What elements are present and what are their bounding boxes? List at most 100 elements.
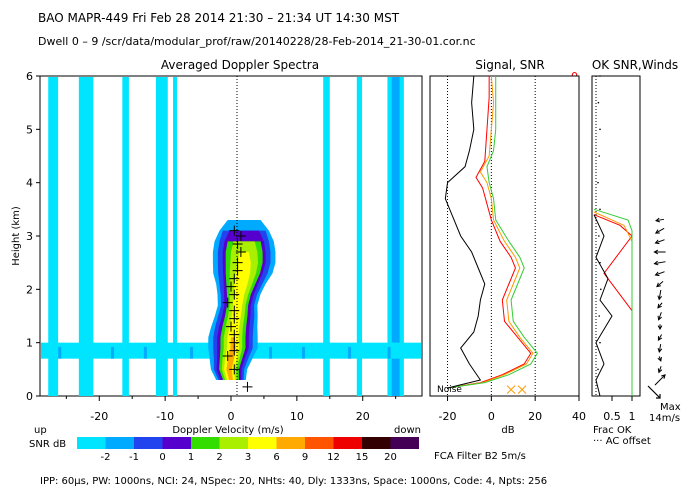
signal-x-marker <box>517 385 527 394</box>
wind-arrow <box>655 227 665 234</box>
colorbar-swatch <box>276 437 305 449</box>
signal-series-1 <box>447 75 534 389</box>
y-tick-label: 6 <box>26 70 33 83</box>
clutter-speck <box>387 346 391 359</box>
spectra-xlabel: Doppler Velocity (m/s) <box>172 425 283 436</box>
y-tick-label: 2 <box>26 283 33 296</box>
signal-x-tick-label: -20 <box>439 410 457 423</box>
wind-arrowhead <box>657 303 662 309</box>
wind-arrowhead <box>657 347 663 353</box>
y-tick-label: 0 <box>26 390 33 403</box>
moment-marker <box>229 364 240 375</box>
colorbar-tick-label: 6 <box>273 452 279 463</box>
wind-arrowhead <box>656 282 661 288</box>
wind-arrowhead <box>653 249 659 255</box>
spectra-panel: 0 1 2 3 4 5 6 -20 -10 0 10 20 Height (km) Doppler V… <box>11 70 423 436</box>
spectral-stripe <box>48 77 59 396</box>
colorbar-swatch <box>105 437 134 449</box>
moment-marker <box>232 257 243 268</box>
wind-arrowhead <box>657 325 663 331</box>
wind-arrow <box>658 312 662 320</box>
filter-label: FCA Filter B2 5m/s <box>434 451 526 462</box>
spectral-stripe <box>78 77 94 396</box>
colorbar-swatch <box>362 437 391 449</box>
colorbar-tick-label: 3 <box>245 452 251 463</box>
wind-arrowhead <box>657 315 662 321</box>
moment-marker <box>242 381 253 392</box>
ok-xlabel: Frac OK <box>593 425 632 436</box>
wind-scale-label-max: Max <box>660 402 681 413</box>
y-tick-label: 5 <box>26 123 33 136</box>
colorbar-swatch <box>390 437 419 449</box>
wind-arrow <box>655 218 665 222</box>
spectra-ylabel: Height (km) <box>11 206 22 266</box>
moment-marker <box>229 273 240 284</box>
colorbar-swatch <box>134 437 163 449</box>
ac-offset-dot <box>597 181 599 184</box>
colorbar-swatch <box>162 437 191 449</box>
moment-marker <box>229 329 240 340</box>
spectral-stripe <box>391 77 400 396</box>
spectra-axes: 0 1 2 3 4 5 6 -20 -10 0 10 20 <box>26 70 397 423</box>
clutter-speck <box>301 346 305 359</box>
header-title: BAO MAPR-449 Fri Feb 28 2014 21:30 – 21:… <box>38 11 400 25</box>
clutter-speck <box>348 346 352 359</box>
signal-series-2 <box>447 76 538 389</box>
moment-marker <box>222 351 233 361</box>
moment-marker <box>235 231 246 241</box>
ac-offset-dot <box>600 288 602 291</box>
wind-arrowhead <box>653 260 659 266</box>
spectral-stripe <box>122 77 129 396</box>
wind-arrow <box>655 239 665 244</box>
colorbar-tick-label: 12 <box>327 452 340 463</box>
spectral-stripe <box>155 77 168 396</box>
moment-marker <box>226 281 236 292</box>
wind-arrowhead <box>657 368 663 374</box>
wind-scale: Max 14m/s <box>647 385 681 424</box>
signal-x-tick-label: 0 <box>488 410 495 423</box>
x-tick-label: -10 <box>156 410 174 423</box>
y-tick-label: 4 <box>26 177 33 190</box>
colorbar-title: SNR dB <box>29 439 66 450</box>
ok-axes: 0.5 1 <box>603 396 636 423</box>
wind-arrow <box>658 289 662 300</box>
wind-arrowhead <box>654 229 660 234</box>
spectral-stripe <box>323 77 330 396</box>
echo-contour-level-7 <box>226 337 236 380</box>
spectra-title: Averaged Doppler Spectra <box>161 58 319 72</box>
wind-scale-arrow <box>647 385 661 399</box>
ok-series-green <box>593 208 633 396</box>
y-tick-label: 3 <box>26 230 33 243</box>
wind-arrowhead <box>657 356 662 362</box>
footer-params: IPP: 60μs, PW: 1000ns, NCI: 24, NSpec: 2… <box>40 476 547 487</box>
wind-arrowhead <box>655 217 661 223</box>
y-tick-label: 1 <box>26 337 33 350</box>
ac-offset-dot <box>599 341 601 344</box>
header-dwell-path: Dwell 0 – 9 /scr/data/modular_prof/raw/2… <box>38 35 476 48</box>
signal-panel: -20 0 20 40 Noise dB <box>429 75 586 436</box>
wind-scale-arrowhead <box>656 394 661 399</box>
clutter-speck <box>143 346 147 359</box>
moment-marker <box>229 225 240 236</box>
x-tick-label: 20 <box>356 410 370 423</box>
clutter-speck <box>110 346 114 359</box>
ok-x-tick-label: 0.5 <box>603 410 621 423</box>
colorbar-swatch <box>77 437 106 449</box>
ac-offset-label: ··· AC offset <box>593 436 651 447</box>
ok-lines <box>593 75 633 397</box>
moment-marker <box>226 321 236 332</box>
colorbar-swatch <box>248 437 277 449</box>
x-tick-label: -20 <box>90 410 108 423</box>
moment-markers <box>222 225 253 392</box>
wind-arrowhead <box>657 336 663 342</box>
moment-marker <box>222 297 233 308</box>
wind-arrow <box>655 271 665 276</box>
ok-series-black <box>593 214 613 397</box>
clutter-speck <box>269 346 273 359</box>
wind-arrow <box>657 334 663 341</box>
ac-offset-dot <box>598 235 600 237</box>
spectral-stripe <box>173 77 177 396</box>
winds-title: OK SNR,Winds <box>592 58 678 72</box>
colorbar-tick-label: 1 <box>188 452 194 463</box>
